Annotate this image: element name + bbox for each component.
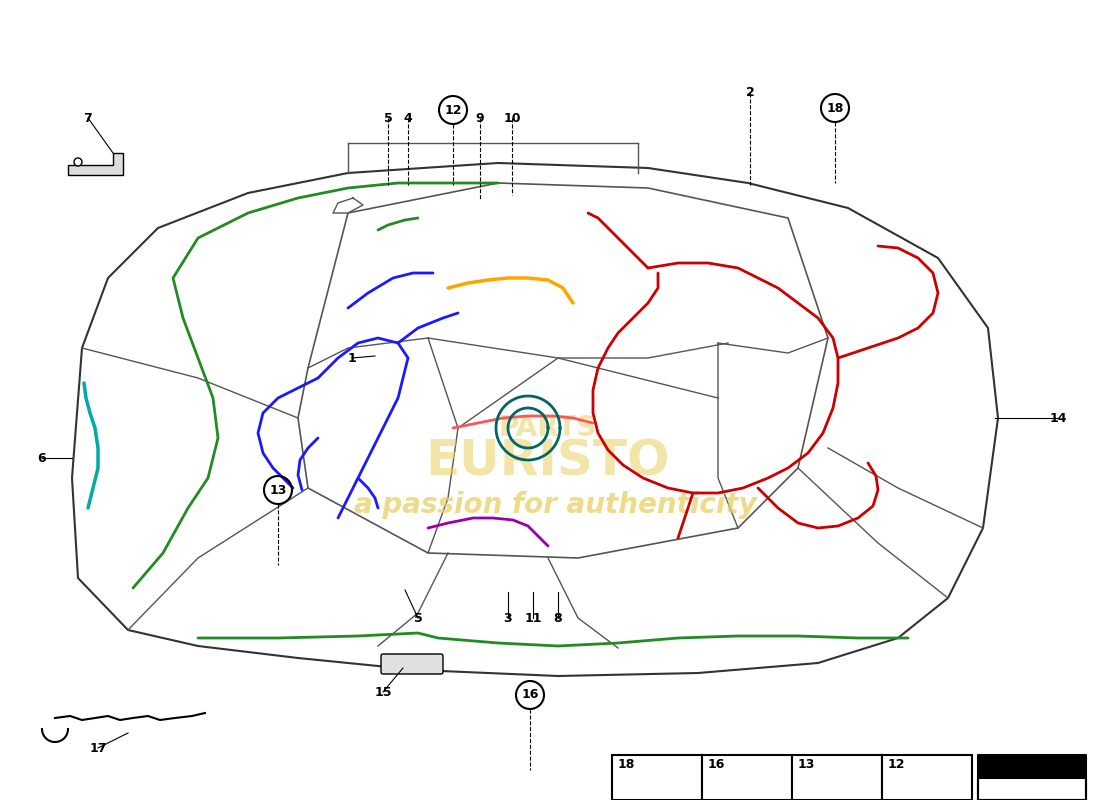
Bar [702, 755, 792, 800]
Text: 2: 2 [746, 86, 755, 99]
Circle shape [74, 158, 82, 166]
Polygon shape [68, 153, 123, 175]
Bar [978, 755, 1086, 778]
Text: 14: 14 [1049, 411, 1067, 425]
Text: 12: 12 [888, 758, 904, 771]
Bar [612, 755, 702, 800]
Text: 9: 9 [475, 111, 484, 125]
Text: 18: 18 [826, 102, 844, 114]
Text: 8: 8 [553, 611, 562, 625]
Text: PARTS: PARTS [499, 414, 597, 442]
Text: 1: 1 [348, 351, 356, 365]
Text: 15: 15 [374, 686, 392, 698]
Text: 12: 12 [444, 103, 462, 117]
Text: 971 02: 971 02 [1003, 782, 1062, 796]
Text: 6: 6 [37, 451, 46, 465]
Text: EURISTO: EURISTO [426, 438, 670, 486]
FancyBboxPatch shape [381, 654, 443, 674]
Text: 10: 10 [504, 111, 520, 125]
Text: 5: 5 [384, 111, 393, 125]
Text: a passion for authenticity: a passion for authenticity [353, 491, 757, 519]
Text: 7: 7 [84, 111, 92, 125]
Text: 17: 17 [89, 742, 107, 754]
Text: 11: 11 [525, 611, 541, 625]
Text: 18: 18 [617, 758, 635, 771]
Text: 13: 13 [270, 483, 287, 497]
Text: 16: 16 [707, 758, 725, 771]
Text: 13: 13 [798, 758, 815, 771]
Text: 4: 4 [404, 111, 412, 125]
Text: 3: 3 [504, 611, 513, 625]
Bar [978, 778, 1086, 800]
Bar [792, 755, 882, 800]
Text: 16: 16 [521, 689, 539, 702]
Bar [882, 755, 972, 800]
Text: 5: 5 [414, 611, 422, 625]
